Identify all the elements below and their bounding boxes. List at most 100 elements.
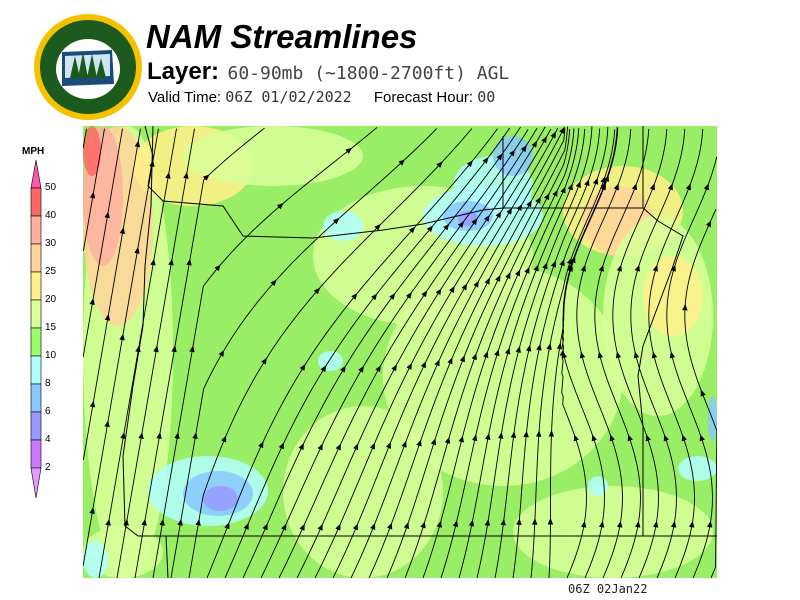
footer-timestamp: 06Z 02Jan22 <box>568 582 648 596</box>
streamline-arrowhead <box>466 160 473 167</box>
streamline-arrowhead <box>525 344 532 352</box>
wind-speed-region <box>83 126 101 176</box>
streamline-arrowhead <box>420 361 427 369</box>
streamline-arrowhead <box>580 520 587 528</box>
streamline-arrowhead <box>688 520 695 528</box>
streamline-arrowhead <box>435 288 442 296</box>
streamline-arrowhead <box>598 520 605 528</box>
streamline-arrowhead <box>535 430 542 437</box>
legend-tick-label: 25 <box>45 266 57 277</box>
streamline-arrowhead <box>483 351 489 359</box>
streamline-arrowhead <box>320 365 327 373</box>
streamline-arrowhead <box>401 440 407 448</box>
streamline-arrowhead <box>559 259 565 267</box>
state-boundary <box>122 126 717 537</box>
legend-tick-label: 2 <box>45 462 51 473</box>
streamline-arrowhead <box>335 523 341 531</box>
streamline-arrowhead <box>120 432 126 439</box>
streamline <box>260 129 529 578</box>
streamline-arrowhead <box>89 507 95 514</box>
streamline-arrowhead <box>221 435 227 443</box>
layer-row: Layer: 60-90mb (~1800-2700ft) AGL <box>147 58 509 86</box>
streamline-arrowhead <box>515 346 521 353</box>
streamline-arrowhead <box>183 171 189 179</box>
streamline-arrowhead <box>406 362 412 370</box>
streamline-arrowhead <box>531 518 538 525</box>
streamline-arrowhead <box>345 147 353 154</box>
streamline-arrowhead <box>584 179 590 187</box>
streamline-arrowhead <box>340 365 346 373</box>
streamline <box>440 128 580 578</box>
streamline-arrowhead <box>670 520 677 528</box>
streamline-arrowhead <box>358 365 364 373</box>
streamline-arrowhead <box>352 523 358 531</box>
streamline-arrowhead <box>104 420 110 428</box>
legend-tick-label: 15 <box>45 322 57 333</box>
streamline-arrowhead <box>449 286 455 293</box>
streamline-arrowhead <box>89 191 96 199</box>
streamline <box>83 128 87 149</box>
legend-tick-label: 20 <box>45 294 57 305</box>
legend-tick-label: 8 <box>45 378 51 389</box>
streamline-arrowhead <box>573 434 579 442</box>
streamline-arrowhead <box>278 442 285 450</box>
streamline <box>116 128 195 578</box>
streamline <box>684 209 717 578</box>
streamline-arrowhead <box>567 264 573 272</box>
streamline-arrowhead <box>526 200 532 208</box>
streamline-arrowhead <box>473 280 479 288</box>
streamline-arrowhead <box>510 431 517 439</box>
streamline-arrowhead <box>387 522 393 530</box>
state-boundary <box>165 535 169 578</box>
streamline-arrowhead <box>495 274 501 282</box>
streamline-arrowhead <box>224 522 230 530</box>
streamline-arrowhead <box>134 246 140 254</box>
streamline <box>83 128 105 251</box>
streamline-arrowhead <box>458 435 464 443</box>
streamline-arrowhead <box>548 430 555 437</box>
streamline <box>188 128 473 578</box>
streamline <box>134 127 265 578</box>
streamline-arrowhead <box>592 177 599 185</box>
streamline-arrowhead <box>575 181 581 189</box>
color-legend-bar <box>30 159 42 499</box>
streamline-arrowhead <box>408 226 416 234</box>
oregon-department-of-forestry-logo <box>34 14 142 120</box>
streamline-arrowhead <box>544 193 550 201</box>
streamline-arrowhead <box>506 207 513 215</box>
streamline <box>350 126 565 578</box>
streamline-arrowhead <box>138 432 144 439</box>
streamline-arrowhead <box>579 351 586 359</box>
streamline-arrowhead <box>649 183 655 191</box>
streamline-arrowhead <box>523 430 529 438</box>
streamline-arrowhead <box>89 298 95 305</box>
streamline-arrowhead <box>171 345 177 353</box>
streamline-arrowhead <box>703 183 709 191</box>
streamline-arrowhead <box>616 520 623 528</box>
legend-swatch <box>30 299 42 329</box>
streamline-arrowhead <box>652 520 659 528</box>
streamline-arrowhead <box>600 176 606 184</box>
streamline-arrowhead <box>156 432 162 439</box>
streamline-arrowhead <box>218 349 225 357</box>
streamline-arrowhead <box>550 260 557 268</box>
streamline-arrowhead <box>371 293 378 301</box>
streamline-arrowhead <box>165 171 171 179</box>
streamline-arrowhead <box>516 204 523 211</box>
streamline-arrowhead <box>496 153 503 161</box>
streamline <box>83 128 159 567</box>
streamline-arrowhead <box>497 432 504 439</box>
streamline-arrowhead <box>615 351 622 359</box>
streamline-arrowhead <box>706 520 713 528</box>
streamline-arrowhead <box>667 183 673 191</box>
streamline-arrowhead <box>375 365 381 373</box>
streamline-arrowhead <box>430 438 437 446</box>
streamline-arrowhead <box>189 345 195 353</box>
streamline-arrowhead <box>505 347 511 355</box>
streamline-arrowhead <box>443 223 450 231</box>
streamline-arrowhead <box>186 258 192 266</box>
layer-value: 60-90mb (~1800-2700ft) AGL <box>227 63 510 84</box>
legend-swatch <box>30 439 42 469</box>
streamline <box>404 129 571 578</box>
streamline-arrowhead <box>243 522 249 530</box>
